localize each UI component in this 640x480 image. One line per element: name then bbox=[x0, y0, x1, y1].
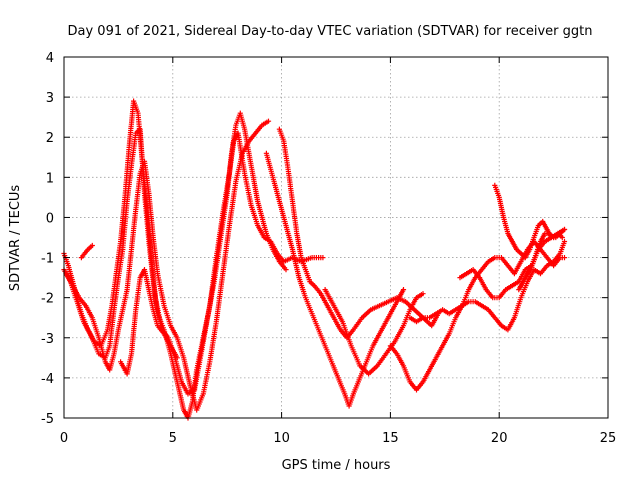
y-tick-label: 1 bbox=[46, 171, 54, 186]
series-4-markers bbox=[78, 242, 95, 261]
series-9 bbox=[387, 238, 568, 393]
y-tick-label: -3 bbox=[41, 332, 54, 347]
series-8-markers bbox=[322, 287, 426, 377]
y-tick-label: -5 bbox=[41, 412, 54, 427]
y-tick-label: -4 bbox=[41, 372, 54, 387]
series-1 bbox=[61, 126, 326, 421]
x-tick-label: 10 bbox=[273, 431, 290, 446]
y-tick-label: 0 bbox=[46, 211, 54, 226]
series-5-markers bbox=[118, 267, 180, 377]
series-9-markers bbox=[387, 238, 568, 393]
series-7 bbox=[263, 150, 407, 409]
y-tick-label: -2 bbox=[41, 292, 54, 307]
y-tick-label: 2 bbox=[46, 131, 54, 146]
grid bbox=[64, 57, 608, 418]
x-tick-label: 15 bbox=[382, 431, 399, 446]
series-7-markers bbox=[263, 150, 407, 409]
x-tick-label: 20 bbox=[491, 431, 508, 446]
x-tick-label: 25 bbox=[600, 431, 617, 446]
x-tick-label: 5 bbox=[169, 431, 177, 446]
series-10-markers bbox=[407, 238, 568, 333]
series-1-markers bbox=[61, 126, 326, 421]
series-4 bbox=[78, 242, 95, 261]
series-10 bbox=[407, 238, 568, 333]
series-12-markers bbox=[492, 182, 568, 261]
series-13 bbox=[516, 230, 565, 293]
y-tick-label: -1 bbox=[41, 252, 54, 267]
y-tick-label: 3 bbox=[46, 91, 54, 106]
series-13-markers bbox=[516, 230, 565, 293]
ticks: 0 5 10 15 20 25 -5 -4 -3 -2 -1 0 1 2 3 4 bbox=[41, 51, 616, 446]
y-axis-label: SDTVAR / TECUs bbox=[8, 185, 23, 292]
series-5 bbox=[118, 267, 180, 377]
plot-frame bbox=[63, 56, 609, 419]
data-marks bbox=[61, 98, 568, 421]
series-8 bbox=[322, 287, 426, 377]
series-3 bbox=[63, 118, 272, 413]
x-tick-label: 0 bbox=[60, 431, 68, 446]
chart-title: Day 091 of 2021, Sidereal Day-to-day VTE… bbox=[68, 24, 593, 39]
series-6 bbox=[276, 126, 441, 341]
series-12 bbox=[492, 182, 568, 261]
y-tick-label: 4 bbox=[46, 51, 54, 66]
series-6-markers bbox=[276, 126, 441, 341]
x-axis-label: GPS time / hours bbox=[282, 458, 391, 473]
series-3-markers bbox=[63, 118, 272, 413]
